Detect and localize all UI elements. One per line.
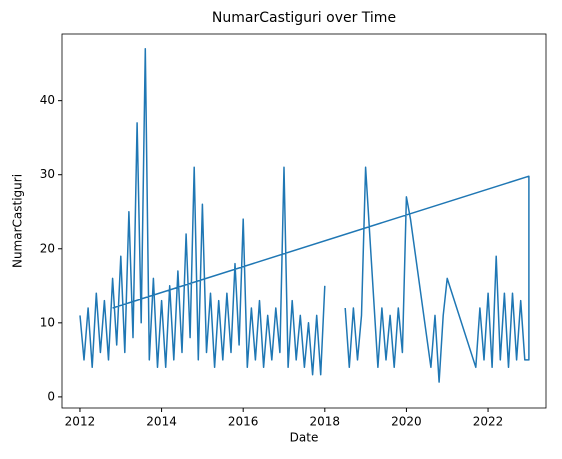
y-tick-label: 40 (40, 93, 55, 107)
x-tick-label: 2012 (65, 415, 96, 429)
y-tick-label: 30 (40, 167, 55, 181)
chart-title: NumarCastiguri over Time (212, 10, 396, 26)
x-tick-label: 2018 (310, 415, 341, 429)
x-tick-label: 2014 (146, 415, 177, 429)
x-tick-label: 2016 (228, 415, 259, 429)
y-tick-label: 20 (40, 241, 55, 255)
plot-frame (61, 33, 547, 409)
x-tick-label: 2020 (391, 415, 422, 429)
series-line (79, 48, 530, 383)
y-tick-label: 0 (47, 389, 55, 403)
y-tick-label: 10 (40, 315, 55, 329)
x-tick-label: 2022 (473, 415, 504, 429)
y-axis-label: NumarCastiguri (11, 174, 25, 268)
x-axis-label: Date (290, 431, 319, 445)
